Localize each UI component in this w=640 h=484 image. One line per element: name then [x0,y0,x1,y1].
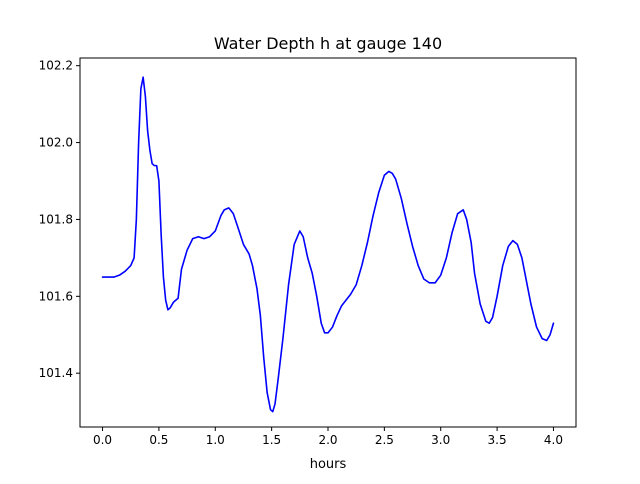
x-tick-label: 0.5 [149,433,168,447]
x-axis-label: hours [310,457,347,472]
x-tick-label: 3.5 [488,433,507,447]
y-tick-label: 101.8 [39,212,73,226]
y-tick-label: 101.4 [39,366,73,380]
y-tick-label: 102.0 [39,136,73,150]
series-line [101,76,555,413]
x-tick-label: 1.0 [206,433,225,447]
x-tick-label: 2.5 [375,433,394,447]
x-tick-label: 1.5 [262,433,281,447]
axes: 0.0 0.5 1.0 1.5 2.0 2.5 3.0 3.5 4.0 101.4 101.6 101… [39,57,577,447]
x-tick-label: 4.0 [544,433,563,447]
y-tick-label: 101.6 [39,289,73,303]
x-tick-label: 3.0 [431,433,450,447]
x-tick-label: 0.0 [93,433,112,447]
y-tick-label: 102.2 [39,59,73,73]
x-tick-label: 2.0 [318,433,337,447]
plot-area [101,76,555,413]
chart-title: Water Depth h at gauge 140 [214,34,442,53]
